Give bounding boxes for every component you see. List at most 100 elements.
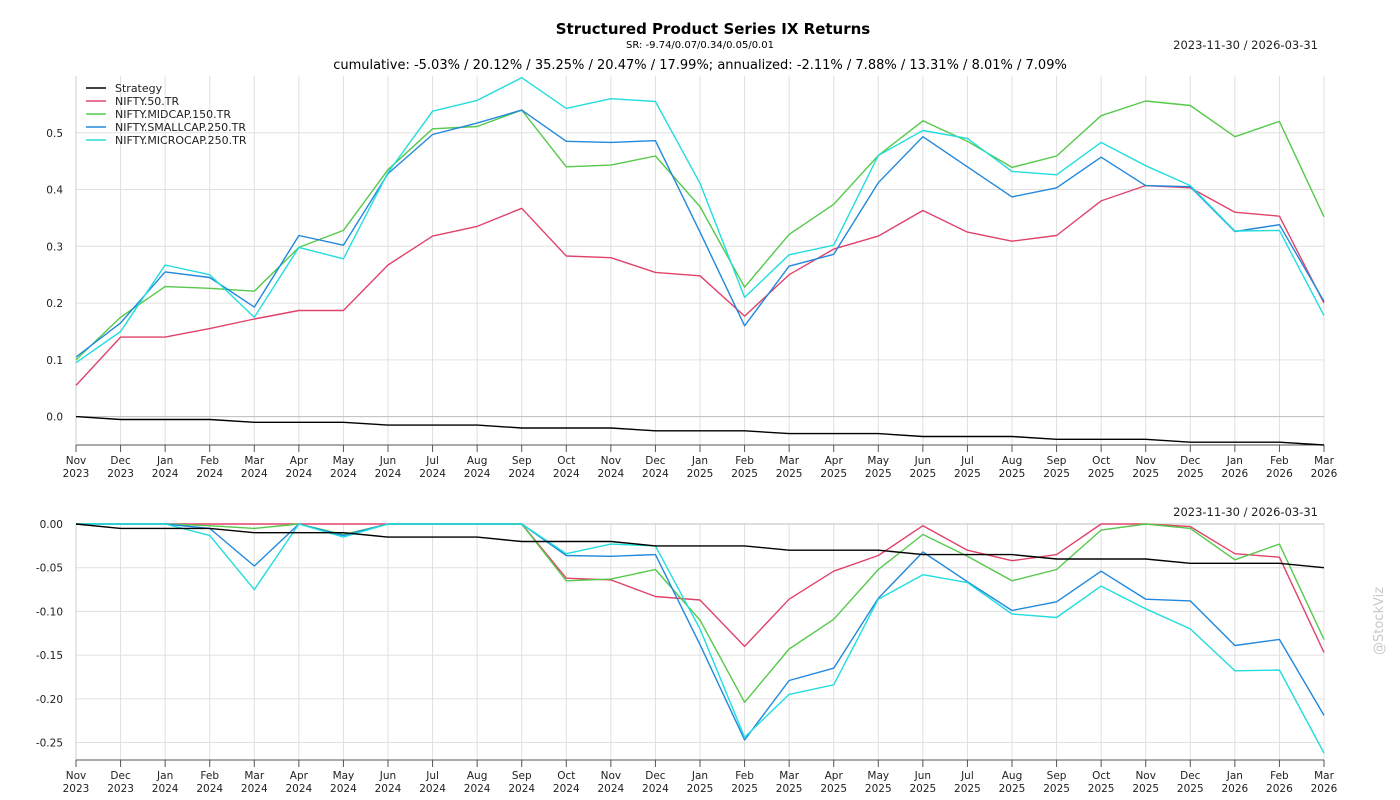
x-tick-label-month: Feb	[735, 455, 754, 467]
x-tick-label-month: Apr	[825, 770, 844, 782]
y-tick-label: 0.00	[40, 519, 63, 531]
x-tick-label-year: 2025	[954, 468, 981, 480]
x-tick-label-month: Oct	[1092, 770, 1110, 782]
x-tick-label-month: May	[333, 770, 355, 782]
series-line-nifty-smallcap-250-tr	[75, 109, 1325, 358]
x-tick-label-year: 2025	[731, 468, 758, 480]
x-tick-label-year: 2025	[954, 783, 981, 795]
x-tick-label-month: Oct	[557, 770, 575, 782]
x-tick-label-year: 2026	[1311, 783, 1338, 795]
x-tick-label-year: 2025	[865, 468, 892, 480]
x-tick-label-month: Jan	[691, 455, 708, 467]
y-tick-label: 0.2	[46, 298, 63, 310]
x-tick-label-year: 2025	[999, 468, 1026, 480]
x-tick-label-month: Feb	[1270, 770, 1289, 782]
x-tick-label-year: 2024	[464, 468, 491, 480]
x-tick-label-month: Dec	[1180, 455, 1201, 467]
x-tick-label-year: 2024	[196, 783, 223, 795]
x-tick-label-month: Dec	[110, 770, 131, 782]
x-tick-label-month: Aug	[467, 455, 488, 467]
x-tick-label-year: 2024	[375, 468, 402, 480]
x-tick-label-year: 2025	[687, 468, 714, 480]
x-tick-label-year: 2025	[909, 468, 936, 480]
x-tick-label-year: 2025	[1132, 783, 1159, 795]
chart-title: Structured Product Series IX Returns	[556, 20, 871, 38]
x-tick-label-year: 2025	[776, 783, 803, 795]
x-tick-label-year: 2026	[1311, 468, 1338, 480]
x-tick-label-year: 2023	[107, 468, 134, 480]
x-tick-label-year: 2024	[642, 468, 669, 480]
bottom-date-range: 2023-11-30 / 2026-03-31	[1173, 505, 1318, 519]
x-tick-label-year: 2026	[1221, 783, 1248, 795]
drawdown-chart: 0.00-0.05-0.10-0.15-0.20-0.25Nov2023Dec2…	[36, 519, 1338, 795]
x-tick-label-month: Jul	[425, 770, 439, 782]
x-tick-label-year: 2024	[285, 783, 312, 795]
x-tick-label-year: 2025	[731, 783, 758, 795]
legend-label-strategy: Strategy	[115, 82, 163, 95]
series-line-nifty-50-tr	[76, 523, 1325, 653]
x-tick-label-month: Nov	[66, 770, 87, 782]
x-tick-label-year: 2025	[1088, 783, 1115, 795]
x-tick-label-month: Nov	[1135, 455, 1156, 467]
x-tick-label-year: 2024	[642, 783, 669, 795]
sharpe-ratio-text: SR: -9.74/0.07/0.34/0.05/0.01	[626, 40, 774, 51]
x-tick-label-year: 2025	[776, 468, 803, 480]
x-tick-label-year: 2026	[1266, 468, 1293, 480]
x-tick-label-month: Jun	[379, 770, 396, 782]
x-tick-label-year: 2024	[508, 783, 535, 795]
x-tick-label-month: Nov	[601, 770, 622, 782]
x-tick-label-month: Dec	[645, 455, 666, 467]
x-tick-label-month: Jan	[691, 770, 708, 782]
x-tick-label-year: 2025	[820, 783, 847, 795]
x-tick-label-month: Jul	[960, 455, 974, 467]
x-tick-label-year: 2024	[241, 783, 268, 795]
x-tick-label-month: Feb	[735, 770, 754, 782]
x-tick-label-year: 2024	[152, 783, 179, 795]
x-tick-label-month: Nov	[1135, 770, 1156, 782]
x-tick-label-year: 2026	[1266, 783, 1293, 795]
watermark-text: @StockViz	[1372, 587, 1387, 655]
x-tick-label-year: 2024	[553, 783, 580, 795]
x-tick-label-year: 2024	[419, 468, 446, 480]
series-line-nifty-microcap-250-tr	[76, 523, 1325, 754]
x-tick-label-year: 2025	[999, 783, 1026, 795]
x-tick-label-month: Dec	[1180, 770, 1201, 782]
x-tick-label-month: Jan	[156, 770, 173, 782]
x-tick-label-year: 2025	[1043, 783, 1070, 795]
x-tick-label-year: 2025	[1132, 468, 1159, 480]
x-tick-label-month: Jul	[960, 770, 974, 782]
x-tick-label-month: Mar	[779, 770, 799, 782]
series-line-nifty-microcap-250-tr	[75, 76, 1325, 364]
x-tick-label-month: Sep	[512, 770, 532, 782]
series-line-nifty-midcap-150-tr	[75, 100, 1325, 361]
series-line-strategy	[75, 415, 1325, 446]
x-tick-label-month: Sep	[1047, 770, 1067, 782]
x-tick-label-month: Nov	[601, 455, 622, 467]
x-tick-label-year: 2024	[152, 468, 179, 480]
x-tick-label-year: 2024	[508, 468, 535, 480]
x-tick-label-year: 2023	[63, 468, 90, 480]
cumulative-returns-text: cumulative: -5.03% / 20.12% / 35.25% / 2…	[333, 58, 1067, 73]
x-tick-label-month: Feb	[200, 770, 219, 782]
x-tick-label-month: Oct	[1092, 455, 1110, 467]
x-tick-label-month: Aug	[467, 770, 488, 782]
y-tick-label: -0.10	[36, 606, 63, 618]
x-tick-label-year: 2024	[375, 783, 402, 795]
x-tick-label-month: May	[867, 770, 889, 782]
y-tick-label: 0.3	[46, 241, 63, 253]
x-tick-label-year: 2024	[330, 468, 357, 480]
series-line-nifty-midcap-150-tr	[76, 523, 1325, 703]
x-tick-label-month: Sep	[1047, 455, 1067, 467]
x-tick-label-month: Aug	[1002, 455, 1023, 467]
x-tick-label-year: 2024	[597, 783, 624, 795]
x-tick-label-month: Apr	[290, 770, 309, 782]
x-tick-label-year: 2024	[196, 468, 223, 480]
y-tick-label: -0.05	[36, 563, 63, 575]
y-tick-label: 0.5	[46, 128, 63, 140]
x-tick-label-year: 2025	[1043, 468, 1070, 480]
top-date-range: 2023-11-30 / 2026-03-31	[1173, 38, 1318, 52]
legend-label-nifty-smallcap-250-tr: NIFTY.SMALLCAP.250.TR	[115, 121, 246, 134]
returns-chart: 0.00.10.20.30.40.5Nov2023Dec2023Jan2024F…	[46, 76, 1338, 480]
x-tick-label-year: 2024	[597, 468, 624, 480]
